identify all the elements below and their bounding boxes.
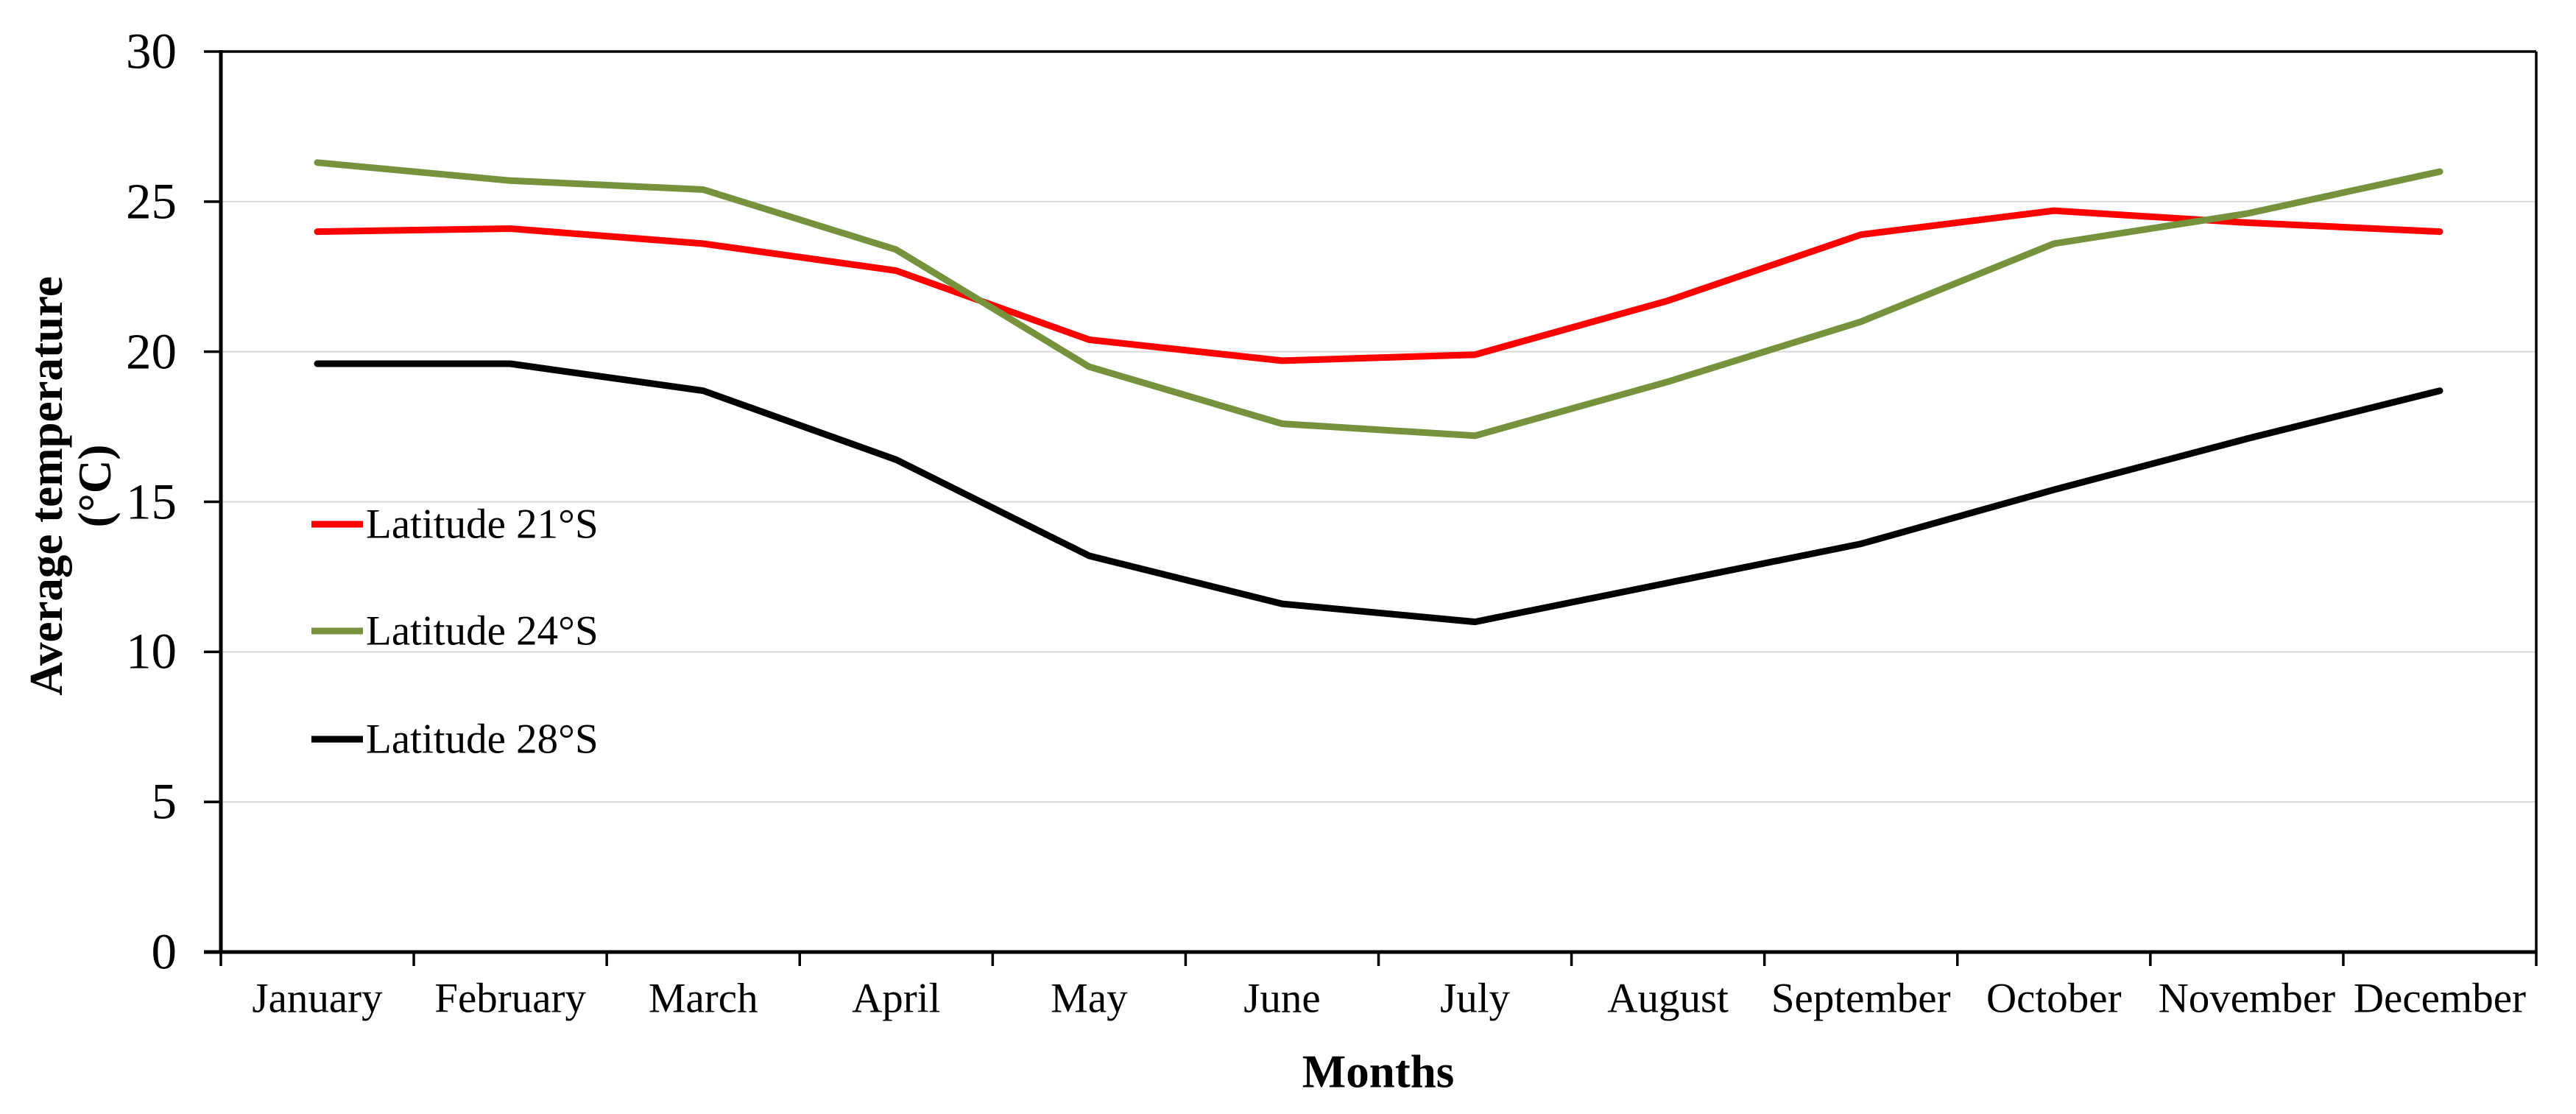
series-line-latitude-28-s [314,360,2443,626]
x-tick-label-march: March [648,975,758,1022]
series-line-latitude-21-s [314,207,2443,364]
x-tick-label-july: July [1440,975,1511,1022]
x-tick-label-april: April [852,975,941,1022]
y-tick-label-30: 30 [126,23,177,80]
legend-line-swatch-icon [311,521,363,528]
y-tick-label-15: 15 [126,473,177,529]
legend-line-swatch-icon [311,736,363,743]
y-axis-title-line1: Average temperature [21,276,72,696]
legend-label: Latitude 28°S [366,716,599,763]
x-tick-label-january: January [252,975,383,1022]
y-tick-label-10: 10 [126,623,177,680]
legend-item-latitude-24-s: Latitude 24°S [311,610,599,652]
series-line-latitude-24-s [314,159,2443,440]
x-tick-label-june: June [1243,975,1321,1022]
y-tick-label-0: 0 [151,923,177,980]
y-tick-label-5: 5 [151,773,177,830]
legend-item-latitude-21-s: Latitude 21°S [311,504,599,546]
y-axis-title: Average temperature (°C) [21,191,122,780]
legend-item-latitude-28-s: Latitude 28°S [311,719,599,761]
x-tick-label-october: October [1986,975,2122,1022]
x-tick-label-august: August [1607,975,1729,1022]
y-axis-title-line2: (°C) [69,444,121,528]
x-tick-label-november: November [2158,975,2336,1022]
legend-label: Latitude 24°S [366,607,599,655]
x-tick-label-may: May [1051,975,1128,1022]
legend-line-swatch-icon [311,627,363,635]
y-tick-label-25: 25 [126,173,177,230]
x-axis-title: Months [1302,1046,1455,1098]
legend-label: Latitude 21°S [366,501,599,548]
x-tick-label-february: February [434,975,587,1022]
x-tick-label-december: December [2353,975,2527,1022]
y-tick-label-20: 20 [126,323,177,380]
x-tick-label-september: September [1771,975,1951,1022]
